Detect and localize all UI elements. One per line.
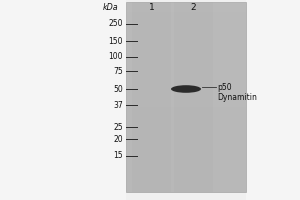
Text: 15: 15 <box>113 152 123 160</box>
Bar <box>126 126 246 135</box>
Bar <box>126 116 246 126</box>
Bar <box>126 49 246 59</box>
Bar <box>126 2 246 11</box>
Text: 2: 2 <box>191 3 196 12</box>
Text: p50: p50 <box>218 83 232 92</box>
Bar <box>126 21 246 30</box>
Bar <box>126 135 246 144</box>
Text: 100: 100 <box>109 52 123 61</box>
Text: 25: 25 <box>113 122 123 132</box>
Text: 20: 20 <box>113 134 123 144</box>
Bar <box>132 2 171 192</box>
Bar <box>246 0 300 200</box>
Bar <box>126 144 246 154</box>
Bar <box>126 154 246 163</box>
Text: 250: 250 <box>109 20 123 28</box>
Text: 1: 1 <box>148 3 154 12</box>
Bar <box>0 0 126 200</box>
Bar <box>126 106 246 116</box>
Bar <box>126 59 246 68</box>
Text: 150: 150 <box>109 36 123 46</box>
Bar <box>126 68 246 78</box>
Bar <box>126 182 246 192</box>
Bar <box>126 30 246 40</box>
Bar <box>126 2 246 192</box>
Bar <box>126 78 246 88</box>
Bar <box>126 173 246 183</box>
Bar <box>126 163 246 173</box>
Bar <box>126 11 246 21</box>
Bar <box>174 2 213 192</box>
Text: Dynamitin: Dynamitin <box>218 94 257 102</box>
Text: 75: 75 <box>113 66 123 75</box>
Bar <box>126 88 246 97</box>
Text: 37: 37 <box>113 100 123 110</box>
Ellipse shape <box>171 85 201 93</box>
Text: kDa: kDa <box>103 3 118 12</box>
Bar <box>126 40 246 49</box>
Bar <box>126 97 246 106</box>
Text: 50: 50 <box>113 85 123 94</box>
